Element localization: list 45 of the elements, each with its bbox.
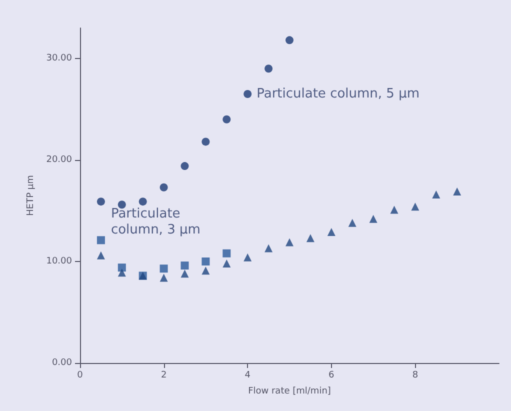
- point: [118, 268, 126, 277]
- point: [264, 64, 273, 73]
- point: [348, 218, 356, 227]
- point: [180, 162, 189, 170]
- point: [222, 115, 231, 124]
- point: [160, 264, 168, 273]
- point: [264, 244, 273, 252]
- point: [244, 253, 252, 262]
- y-tick-label: 0.00: [52, 358, 72, 368]
- x-axis-title: Flow rate [ml/min]: [248, 386, 331, 396]
- point: [369, 214, 378, 223]
- point: [202, 266, 210, 275]
- point: [432, 190, 440, 198]
- y-tick-label: 30.00: [46, 53, 72, 64]
- y-tick-label: 10.00: [46, 256, 72, 266]
- x-tick-label: 6: [328, 370, 335, 380]
- point: [202, 257, 210, 266]
- point: [138, 198, 147, 206]
- x-tick-label: 2: [160, 370, 167, 380]
- x-tick-label: 4: [244, 370, 251, 380]
- point: [411, 202, 420, 211]
- point: [202, 138, 210, 146]
- point: [306, 234, 314, 242]
- point: [453, 187, 462, 196]
- point: [244, 90, 252, 98]
- point: [96, 236, 105, 244]
- point: [390, 206, 398, 214]
- point: [222, 260, 231, 268]
- point: [222, 249, 231, 258]
- series-label: Particulate column, 5 µm: [256, 86, 420, 102]
- y-axis-title: HETP µm: [26, 175, 36, 216]
- point: [180, 262, 189, 270]
- x-tick-label: 8: [412, 370, 418, 380]
- point: [160, 183, 168, 192]
- y-tick-label: 20.00: [46, 154, 72, 165]
- point: [180, 270, 189, 278]
- point: [160, 274, 168, 282]
- point: [118, 264, 126, 272]
- x-tick-label: 0: [77, 370, 84, 380]
- point: [96, 251, 105, 260]
- point: [327, 228, 336, 236]
- point: [286, 238, 294, 246]
- series-label: Particulate column, 3 µm: [110, 206, 200, 238]
- point: [286, 36, 294, 44]
- point: [96, 198, 105, 206]
